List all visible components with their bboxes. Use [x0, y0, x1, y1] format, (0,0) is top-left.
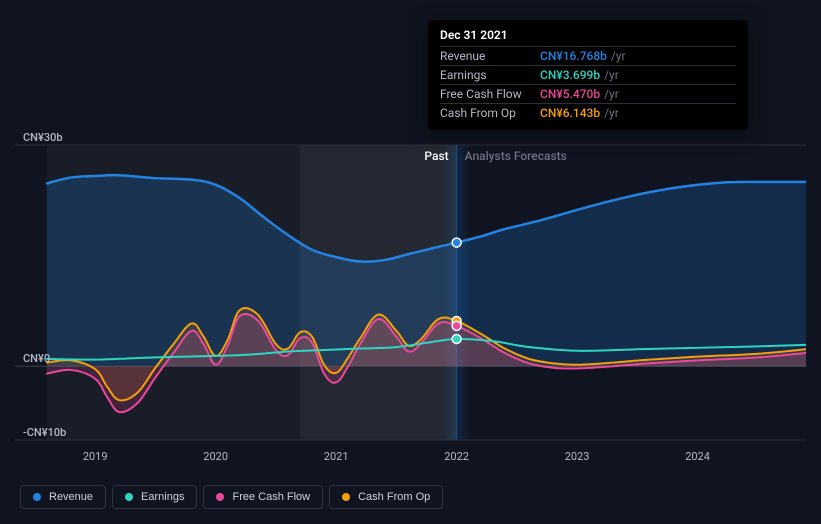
- legend-item-label: Free Cash Flow: [232, 491, 310, 503]
- legend-item-label: Revenue: [49, 491, 93, 503]
- x-tick-label: 2022: [444, 450, 469, 463]
- tooltip-row: Cash From OpCN¥6.143b/yr: [440, 103, 736, 122]
- marker-revenue: [452, 238, 461, 247]
- legend-dot-icon: [125, 493, 133, 501]
- tooltip-row-suffix: /yr: [604, 87, 619, 101]
- tooltip-row: EarningsCN¥3.699b/yr: [440, 65, 736, 84]
- tooltip-row-label: Free Cash Flow: [440, 87, 540, 101]
- tooltip-row-label: Revenue: [440, 49, 540, 63]
- y-tick-label: CN¥0: [23, 352, 50, 365]
- tooltip-row-value: CN¥6.143b: [540, 106, 600, 120]
- marker-fcf: [452, 321, 461, 330]
- tooltip-row-suffix: /yr: [604, 106, 619, 120]
- label-past: Past: [424, 149, 448, 163]
- tooltip-row-value: CN¥3.699b: [540, 68, 600, 82]
- tooltip-row-value: CN¥5.470b: [540, 87, 600, 101]
- hover-tooltip: Dec 31 2021 RevenueCN¥16.768b/yrEarnings…: [428, 20, 748, 130]
- legend-dot-icon: [33, 493, 41, 501]
- x-tick-label: 2019: [83, 450, 108, 463]
- x-tick-label: 2021: [324, 450, 349, 463]
- legend-item-label: Earnings: [141, 491, 184, 503]
- legend-item-fcf[interactable]: Free Cash Flow: [203, 485, 323, 509]
- tooltip-row-suffix: /yr: [604, 68, 619, 82]
- legend-item-label: Cash From Op: [358, 491, 430, 503]
- y-tick-label: CN¥30b: [23, 131, 63, 144]
- tooltip-row-value: CN¥16.768b: [540, 49, 607, 63]
- legend-item-revenue[interactable]: Revenue: [20, 485, 106, 509]
- legend-item-cfo[interactable]: Cash From Op: [329, 485, 443, 509]
- x-tick-label: 2024: [685, 450, 710, 463]
- tooltip-row-label: Earnings: [440, 68, 540, 82]
- tooltip-date: Dec 31 2021: [440, 28, 736, 46]
- y-tick-label: -CN¥10b: [23, 426, 66, 439]
- marker-earnings: [452, 334, 461, 343]
- tooltip-row: RevenueCN¥16.768b/yr: [440, 46, 736, 65]
- x-tick-label: 2023: [565, 450, 590, 463]
- tooltip-row: Free Cash FlowCN¥5.470b/yr: [440, 84, 736, 103]
- tooltip-row-suffix: /yr: [611, 49, 626, 63]
- legend-item-earnings[interactable]: Earnings: [112, 485, 197, 509]
- legend-dot-icon: [342, 493, 350, 501]
- legend-dot-icon: [216, 493, 224, 501]
- label-forecast: Analysts Forecasts: [465, 149, 567, 163]
- x-tick-label: 2020: [203, 450, 228, 463]
- tooltip-row-label: Cash From Op: [440, 106, 540, 120]
- legend: Revenue Earnings Free Cash Flow Cash From O…: [20, 485, 443, 509]
